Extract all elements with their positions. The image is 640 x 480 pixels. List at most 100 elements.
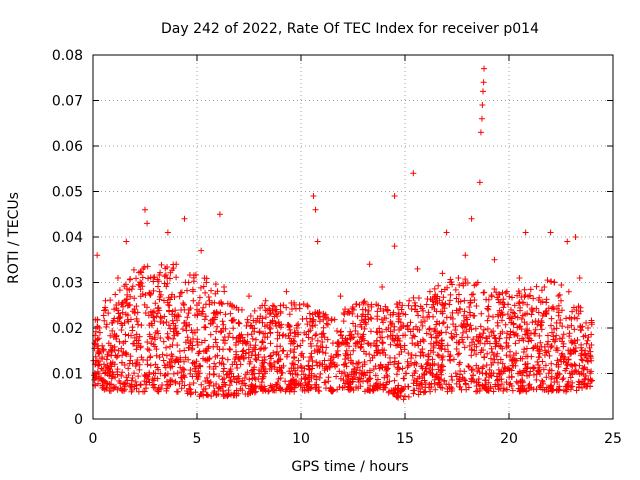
roti-band-mark [427,362,434,369]
roti-band-mark [553,375,560,382]
roti-band-mark [336,341,343,348]
roti-band-mark [319,344,326,351]
roti-band-mark [116,338,123,345]
roti-band-mark [154,305,161,312]
x-tick-label: 20 [500,431,518,447]
roti-band-mark [529,308,536,315]
roti-band-mark [201,337,208,344]
roti-point [406,297,413,304]
roti-band-mark [417,349,424,356]
roti-band-mark [441,346,448,353]
roti-band-mark [273,322,280,329]
roti-band-mark [159,351,166,358]
roti-band-mark [500,385,507,392]
roti-band-mark [316,348,323,355]
roti-band-mark [363,350,370,357]
roti-band-mark [516,299,523,306]
roti-band-mark [471,341,478,348]
roti-band-mark [560,343,567,350]
roti-band-mark [121,383,128,390]
roti-band-mark [523,328,530,335]
roti-band-mark [578,347,585,354]
roti-band-mark [565,378,572,385]
roti-band-mark [399,302,406,309]
roti-band-mark [260,366,267,373]
roti-band-mark [105,364,112,371]
roti-band-mark [144,345,151,352]
roti-band-mark [482,377,489,384]
roti-band-mark [569,339,576,346]
roti-band-mark [550,333,557,340]
roti-band-mark [476,331,483,338]
roti-band-mark [166,302,173,309]
roti-band-mark [496,335,503,342]
roti-band-mark [432,386,439,393]
roti-band-mark [544,277,551,284]
roti-band-mark [164,330,171,337]
roti-band-mark [527,286,534,293]
roti-band-mark [342,350,349,357]
roti-band-mark [421,371,428,378]
roti-band-mark [121,361,128,368]
roti-band-mark [512,340,519,347]
roti-band-mark [352,342,359,349]
roti-band-mark [236,332,243,339]
roti-band-mark [189,346,196,353]
roti-band-mark [365,341,372,348]
roti-band-mark [181,358,188,365]
roti-band-mark [548,342,555,349]
roti-point [480,79,487,86]
roti-band-mark [160,297,167,304]
roti-band-mark [132,362,139,369]
roti-band-mark [258,379,265,386]
roti-band-mark [181,347,188,354]
roti-band-mark [341,356,348,363]
roti-band-mark [416,373,423,380]
roti-band-mark [547,278,554,285]
roti-band-mark [475,379,482,386]
roti-band-mark [487,372,494,379]
roti-band-mark [370,366,377,373]
roti-band-mark [568,362,575,369]
roti-point [379,284,386,291]
roti-band-mark [267,362,274,369]
roti-point [558,297,564,304]
roti-band-mark [141,378,148,385]
roti-band-mark [208,287,215,294]
roti-point [152,361,159,368]
roti-band-mark [586,383,593,390]
roti-band-mark [143,372,150,379]
roti-band-mark [509,294,516,301]
roti-band-mark [312,322,319,329]
roti-band-mark [538,326,545,333]
roti-band-mark [152,300,159,307]
roti-band-mark [567,374,574,381]
roti-band-mark [198,391,205,398]
roti-band-mark [346,309,353,316]
roti-band-mark [564,324,571,331]
roti-band-mark [202,289,209,296]
roti-band-mark [107,332,114,339]
roti-band-mark [449,335,456,342]
roti-band-mark [423,301,430,308]
roti-band-mark [260,363,267,370]
roti-band-mark [514,332,521,339]
roti-band-mark [327,356,334,363]
roti-band-mark [467,299,474,306]
roti-band-mark [494,350,501,357]
roti-band-mark [277,375,284,382]
roti-point [385,361,392,368]
roti-band-mark [568,350,575,357]
roti-band-mark [185,310,192,317]
roti-band-mark [405,383,412,390]
roti-band-mark [100,312,107,319]
chart-title: Day 242 of 2022, Rate Of TEC Index for r… [161,21,539,37]
roti-band-mark [427,347,434,354]
roti-band-mark [347,328,354,335]
roti-band-mark [202,324,209,331]
roti-point [235,320,242,327]
roti-band-mark [197,284,204,291]
roti-band-mark [305,373,312,380]
roti-point [325,315,332,322]
roti-band-mark [165,294,172,301]
